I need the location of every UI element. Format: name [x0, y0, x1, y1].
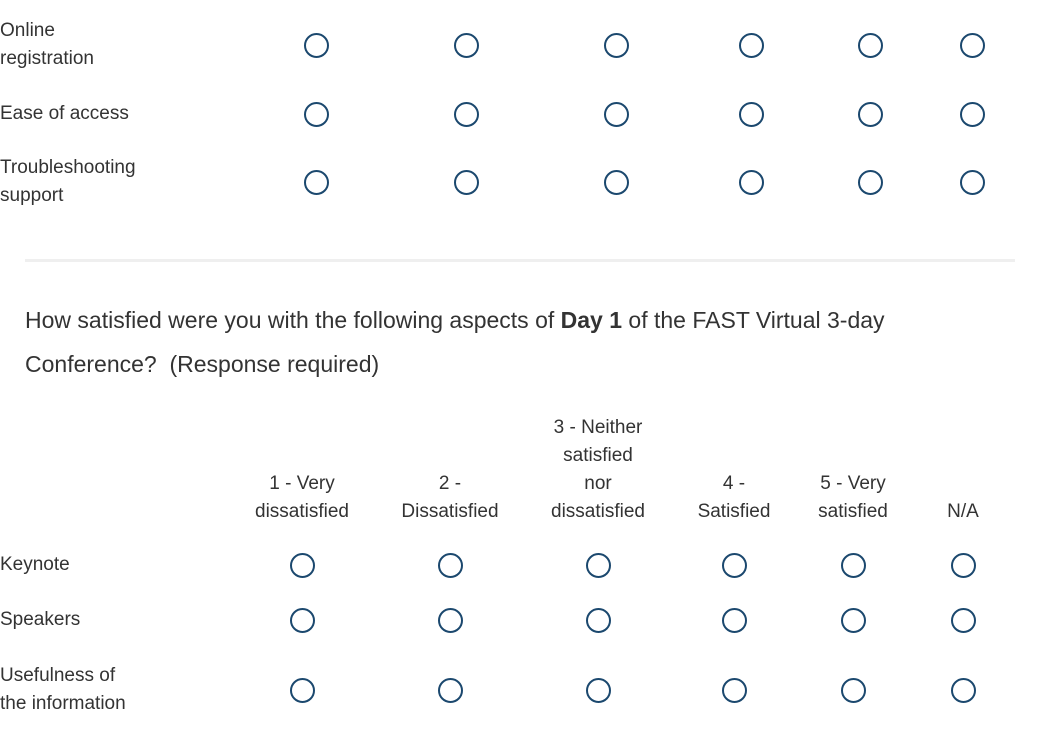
- radio-ease-of-access-opt4[interactable]: [738, 101, 764, 127]
- table-row: Online registration: [0, 10, 1014, 80]
- row-label: Troubleshooting support: [0, 157, 136, 206]
- table-row: Keynote: [0, 538, 1018, 592]
- row-label: Keynote: [0, 554, 70, 575]
- radio-troubleshooting-support-opt1[interactable]: [303, 169, 329, 195]
- row-label: Speakers: [0, 609, 81, 630]
- question-text-part1: How satisfied were you with the followin…: [25, 307, 561, 333]
- radio-ease-of-access-opt6[interactable]: [959, 101, 985, 127]
- radio-keynote-opt1[interactable]: [289, 552, 315, 578]
- matrix-previous-question: Online registration Ease of access Troub…: [0, 10, 1014, 216]
- table-row: Speakers: [0, 592, 1018, 648]
- radio-usefulness-opt3[interactable]: [585, 677, 611, 703]
- radio-troubleshooting-support-opt3[interactable]: [603, 169, 629, 195]
- radio-keynote-opt6[interactable]: [950, 552, 976, 578]
- radio-online-registration-opt3[interactable]: [603, 32, 629, 58]
- table-row: Ease of access: [0, 80, 1014, 148]
- table-row: Troubleshooting support: [0, 148, 1014, 216]
- radio-keynote-opt4[interactable]: [721, 552, 747, 578]
- radio-speakers-opt4[interactable]: [721, 607, 747, 633]
- question-text-part2: of the FAST Virtual 3-day Conference? (R…: [25, 307, 891, 377]
- radio-online-registration-opt1[interactable]: [303, 32, 329, 58]
- column-header-na: N/A: [947, 501, 979, 522]
- radio-usefulness-opt2[interactable]: [437, 677, 463, 703]
- radio-online-registration-opt4[interactable]: [738, 32, 764, 58]
- survey-page: Online registration Ease of access Troub…: [0, 10, 1044, 730]
- radio-ease-of-access-opt2[interactable]: [453, 101, 479, 127]
- column-header-very-satisfied: 5 - Very satisfied: [818, 473, 888, 522]
- matrix-day1-question: 1 - Very dissatisfied 2 - Dissatisfied 3…: [0, 414, 1018, 730]
- radio-keynote-opt3[interactable]: [585, 552, 611, 578]
- header-spacer: [0, 414, 230, 538]
- column-header-dissatisfied: 2 - Dissatisfied: [401, 473, 499, 522]
- question-text: How satisfied were you with the followin…: [25, 298, 1015, 386]
- radio-online-registration-opt2[interactable]: [453, 32, 479, 58]
- section-divider: [25, 259, 1015, 262]
- radio-speakers-opt3[interactable]: [585, 607, 611, 633]
- table-row: Usefulness of the information: [0, 648, 1018, 730]
- column-header-very-dissatisfied: 1 - Very dissatisfied: [255, 473, 349, 522]
- radio-ease-of-access-opt3[interactable]: [603, 101, 629, 127]
- radio-usefulness-opt6[interactable]: [950, 677, 976, 703]
- column-header-neither: 3 - Neither satisfied nor dissatisfied: [551, 417, 645, 522]
- radio-usefulness-opt4[interactable]: [721, 677, 747, 703]
- radio-ease-of-access-opt1[interactable]: [303, 101, 329, 127]
- column-header-row: 1 - Very dissatisfied 2 - Dissatisfied 3…: [0, 414, 1018, 538]
- radio-speakers-opt2[interactable]: [437, 607, 463, 633]
- row-label: Ease of access: [0, 103, 129, 124]
- column-header-satisfied: 4 - Satisfied: [697, 473, 771, 522]
- radio-keynote-opt5[interactable]: [840, 552, 866, 578]
- radio-online-registration-opt6[interactable]: [959, 32, 985, 58]
- radio-troubleshooting-support-opt4[interactable]: [738, 169, 764, 195]
- radio-keynote-opt2[interactable]: [437, 552, 463, 578]
- radio-ease-of-access-opt5[interactable]: [857, 101, 883, 127]
- radio-speakers-opt5[interactable]: [840, 607, 866, 633]
- radio-troubleshooting-support-opt6[interactable]: [959, 169, 985, 195]
- radio-online-registration-opt5[interactable]: [857, 32, 883, 58]
- row-label: Online registration: [0, 20, 94, 69]
- radio-usefulness-opt1[interactable]: [289, 677, 315, 703]
- radio-usefulness-opt5[interactable]: [840, 677, 866, 703]
- question-text-bold: Day 1: [560, 307, 623, 333]
- radio-troubleshooting-support-opt5[interactable]: [857, 169, 883, 195]
- radio-troubleshooting-support-opt2[interactable]: [453, 169, 479, 195]
- radio-speakers-opt6[interactable]: [950, 607, 976, 633]
- radio-speakers-opt1[interactable]: [289, 607, 315, 633]
- row-label: Usefulness of the information: [0, 665, 126, 714]
